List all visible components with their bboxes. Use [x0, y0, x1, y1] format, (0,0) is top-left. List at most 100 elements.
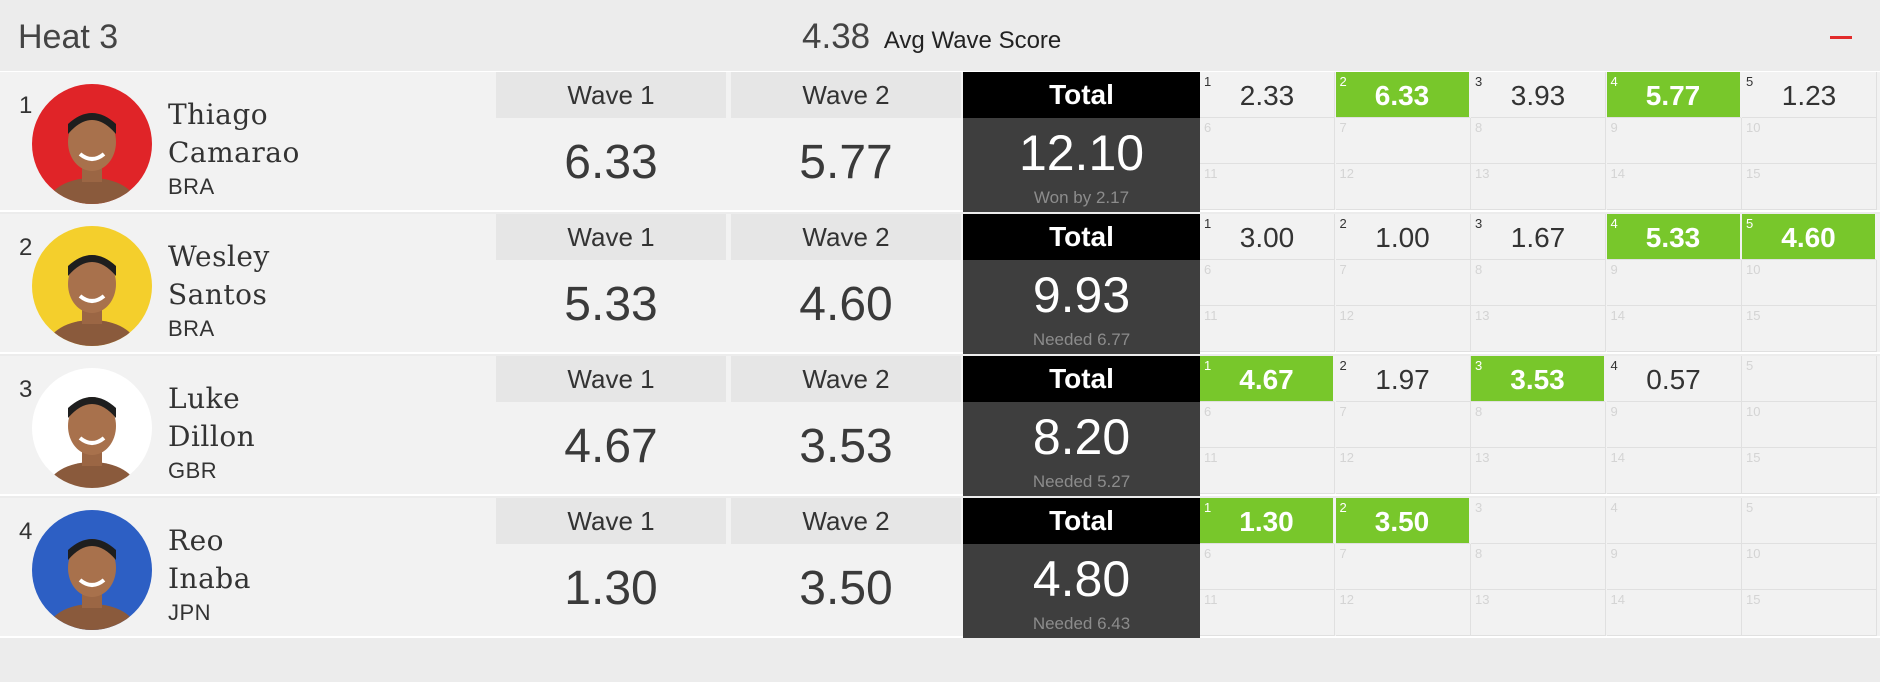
athlete-last-name: Santos — [168, 278, 268, 311]
total-score-box: Total 8.20 Needed 5.27 — [963, 356, 1200, 496]
wave-number: 3 — [1475, 74, 1483, 89]
athlete-portrait-icon — [32, 510, 152, 630]
wave-1-score: 1.30 — [564, 562, 658, 615]
athlete-first-name: Thiago — [168, 98, 269, 131]
athlete-row-1[interactable]: 1 Thiago Camarao BRA Wave 1 6.33 — [0, 72, 1880, 212]
wave-1-label: Wave 1 — [496, 214, 726, 260]
athlete-row-2[interactable]: 2 Wesley Santos BRA Wave 1 5.33 — [0, 214, 1880, 354]
wave-number: 3 — [1475, 358, 1483, 373]
athlete-info[interactable]: 2 Wesley Santos BRA — [0, 214, 496, 354]
total-note: Needed 5.27 — [1032, 472, 1131, 491]
wave-number: 10 — [1746, 546, 1761, 561]
athlete-row-4[interactable]: 4 Reo Inaba JPN Wave 1 1.30 — [0, 498, 1880, 638]
wave-cell[interactable]: 1 2.33 — [1200, 72, 1335, 118]
athlete-name[interactable]: Reo Inaba — [168, 522, 251, 598]
athlete-name[interactable]: Thiago Camarao — [168, 96, 300, 172]
athlete-rank: 2 — [19, 234, 33, 261]
total-label: Total — [963, 356, 1200, 402]
athlete-portrait-icon — [32, 226, 152, 346]
wave-number: 7 — [1339, 546, 1347, 561]
wave-number: 1 — [1204, 500, 1212, 515]
athlete-info[interactable]: 3 Luke Dillon GBR — [0, 356, 496, 496]
wave-2-label: Wave 2 — [731, 498, 961, 544]
wave-score: 2.33 — [1239, 80, 1295, 111]
wave-cell: 8 — [1471, 402, 1606, 448]
athlete-row-3[interactable]: 3 Luke Dillon GBR Wave 1 4.67 — [0, 356, 1880, 496]
athlete-info[interactable]: 1 Thiago Camarao BRA — [0, 72, 496, 212]
heat-title: Heat 3 — [18, 18, 119, 56]
total-score-box: Total 4.80 Needed 6.43 — [963, 498, 1200, 638]
wave-number: 5 — [1746, 74, 1754, 89]
wave-cell[interactable]: 5 4.60 — [1742, 214, 1877, 260]
wave-cell: 14 — [1606, 448, 1742, 494]
best-wave-2: Wave 2 3.50 — [731, 498, 961, 638]
wave-1-score: 5.33 — [564, 278, 658, 331]
wave-number: 10 — [1746, 404, 1761, 419]
wave-cell: 3 — [1471, 498, 1606, 544]
wave-grid: 1 4.67 2 1.97 3 3.53 4 0.57 5 6 7 8 9 10 11 12 13 14 15 — [1200, 356, 1880, 496]
athlete-rank: 4 — [19, 518, 33, 545]
wave-cell: 15 — [1742, 164, 1877, 210]
best-wave-1: Wave 1 6.33 — [496, 72, 726, 212]
wave-number: 9 — [1610, 262, 1618, 277]
wave-cell[interactable]: 1 4.67 — [1200, 356, 1335, 402]
wave-cell: 8 — [1471, 260, 1606, 306]
wave-grid: 1 3.00 2 1.00 3 1.67 4 5.33 5 4.60 6 7 8 9 10 11 12 13 14 1… — [1200, 214, 1880, 354]
wave-number: 15 — [1746, 308, 1761, 323]
wave-cell[interactable]: 4 0.57 — [1606, 356, 1742, 402]
wave-number: 3 — [1475, 500, 1483, 515]
wave-number: 3 — [1475, 216, 1483, 231]
wave-cell: 9 — [1606, 544, 1742, 590]
wave-cell[interactable]: 1 3.00 — [1200, 214, 1335, 260]
wave-cell: 6 — [1200, 402, 1335, 448]
best-wave-1: Wave 1 4.67 — [496, 356, 726, 496]
wave-cell[interactable]: 2 3.50 — [1335, 498, 1471, 544]
wave-number: 1 — [1204, 358, 1212, 373]
wave-cell: 14 — [1606, 306, 1742, 352]
wave-cell: 9 — [1606, 118, 1742, 164]
best-wave-2: Wave 2 4.60 — [731, 214, 961, 354]
collapse-minus-icon[interactable] — [1830, 36, 1852, 39]
athlete-name[interactable]: Wesley Santos — [168, 238, 270, 314]
wave-number: 10 — [1746, 262, 1761, 277]
wave-cell[interactable]: 2 1.00 — [1335, 214, 1471, 260]
wave-cell[interactable]: 4 5.33 — [1606, 214, 1742, 260]
wave-cell[interactable]: 3 3.93 — [1471, 72, 1606, 118]
wave-cell[interactable]: 5 1.23 — [1742, 72, 1877, 118]
wave-cell[interactable]: 3 1.67 — [1471, 214, 1606, 260]
wave-number: 13 — [1475, 308, 1490, 323]
wave-number: 7 — [1339, 120, 1347, 135]
total-score: 12.10 — [1018, 125, 1145, 181]
total-label: Total — [963, 72, 1200, 118]
wave-score: 5.33 — [1645, 222, 1701, 253]
wave-score: 6.33 — [1374, 80, 1430, 111]
wave-cell[interactable]: 2 1.97 — [1335, 356, 1471, 402]
wave-2-label: Wave 2 — [731, 214, 961, 260]
wave-cell[interactable]: 3 3.53 — [1471, 356, 1606, 402]
wave-number: 1 — [1204, 216, 1212, 231]
wave-number: 5 — [1746, 358, 1754, 373]
wave-cell: 11 — [1200, 164, 1335, 210]
wave-score: 3.00 — [1239, 222, 1295, 253]
wave-cell[interactable]: 2 6.33 — [1335, 72, 1471, 118]
wave-score: 1.23 — [1781, 80, 1837, 111]
total-score: 9.93 — [1032, 267, 1131, 323]
wave-cell[interactable]: 4 5.77 — [1606, 72, 1742, 118]
wave-1-score: 4.67 — [564, 420, 658, 473]
best-wave-2: Wave 2 3.53 — [731, 356, 961, 496]
wave-number: 10 — [1746, 120, 1761, 135]
heat-header: Heat 3 4.38 Avg Wave Score — [0, 0, 1880, 72]
athlete-info[interactable]: 4 Reo Inaba JPN — [0, 498, 496, 638]
wave-number: 2 — [1339, 500, 1347, 515]
wave-number: 7 — [1339, 404, 1347, 419]
athlete-name[interactable]: Luke Dillon — [168, 380, 255, 456]
athlete-rank: 1 — [19, 92, 33, 119]
wave-score: 4.60 — [1781, 222, 1836, 253]
footer-band — [0, 644, 1880, 682]
wave-number: 7 — [1339, 262, 1347, 277]
wave-cell[interactable]: 1 1.30 — [1200, 498, 1335, 544]
wave-score: 1.97 — [1375, 364, 1430, 395]
total-score-box: Total 9.93 Needed 6.77 — [963, 214, 1200, 354]
athlete-portrait-icon — [32, 84, 152, 204]
wave-score: 0.57 — [1646, 364, 1701, 395]
